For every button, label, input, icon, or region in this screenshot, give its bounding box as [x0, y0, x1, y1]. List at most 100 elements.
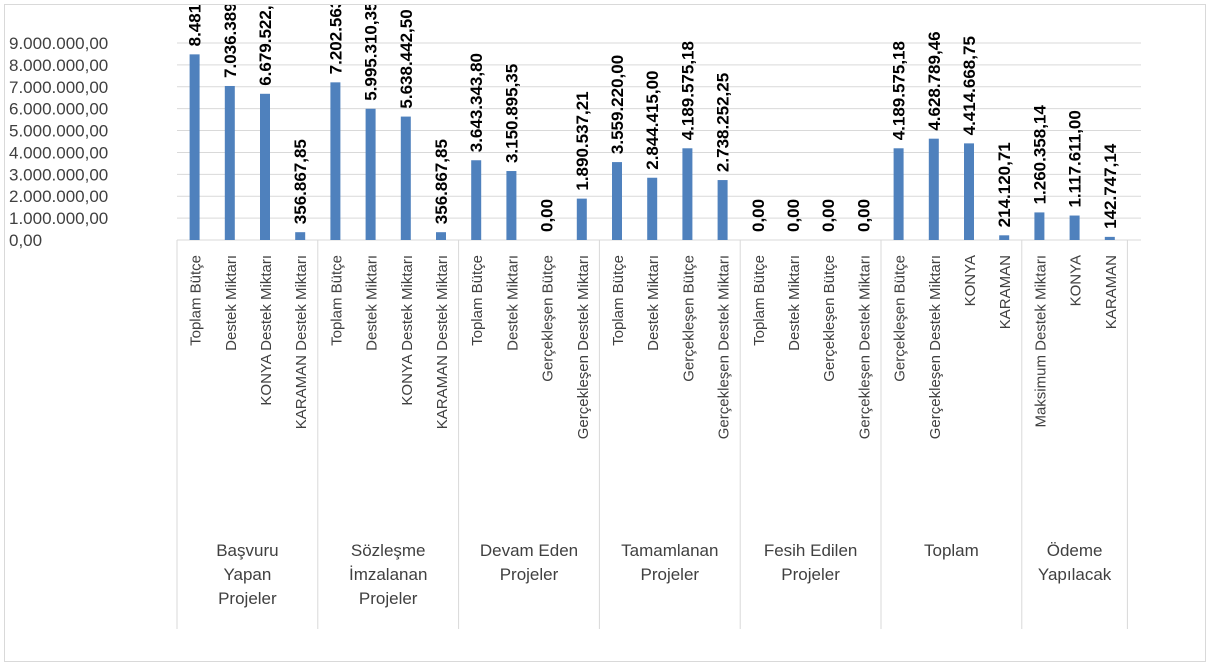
y-tick-label: 3.000.000,00 — [9, 165, 108, 184]
category-label: Toplam Bütçe — [610, 255, 627, 346]
data-label: 1.117.611,00 — [1066, 110, 1085, 207]
category-label: KARAMAN — [1103, 255, 1120, 329]
bar-3-3 — [717, 180, 728, 240]
group-label: Projeler — [781, 565, 840, 584]
data-label: 3.559.220,00 — [608, 55, 627, 154]
data-label: 2.738.252,25 — [714, 73, 733, 172]
group-label: Yapılacak — [1038, 565, 1112, 584]
group-label: Sözleşme — [351, 541, 426, 560]
category-label: Destek Miktarı — [786, 255, 803, 351]
group-label: Fesih Edilen — [764, 541, 858, 560]
data-label: 5.638.442,50 — [397, 9, 416, 108]
bar-1-3 — [436, 232, 446, 240]
data-label: 356.867,85 — [432, 139, 451, 224]
category-label: Toplam Bütçe — [328, 255, 345, 346]
bar-5-2 — [964, 143, 974, 240]
chart-area: 0,00 1.000.000,00 2.000.000,00 3.000.000,00… — [4, 4, 1206, 662]
category-label: Gerçekleşen Bütçe — [680, 255, 697, 382]
group-label: Projeler — [641, 565, 700, 584]
data-label: 1.260.358,14 — [1030, 105, 1049, 205]
data-label: 4.189.575,18 — [890, 41, 909, 140]
category-label: Gerçekleşen Destek Miktarı — [856, 255, 873, 439]
bar-5-1 — [928, 138, 939, 240]
y-tick-label: 4.000.000,00 — [9, 143, 108, 162]
data-label: 3.643.343,80 — [467, 53, 486, 152]
data-label: 1.890.537,21 — [573, 91, 592, 190]
category-label: Maksimum Destek Miktarı — [1032, 255, 1049, 428]
bar-0-1 — [224, 85, 235, 240]
data-label: 0,00 — [819, 199, 838, 232]
bar-6-0 — [1034, 212, 1045, 240]
category-label: KARAMAN Destek Miktarı — [434, 255, 451, 429]
data-label: 6.679.522,00 — [256, 5, 275, 86]
data-label: 142.747,14 — [1101, 143, 1120, 229]
bar-1-2 — [400, 116, 411, 240]
bar-6-2 — [1104, 236, 1115, 240]
y-tick-label: 2.000.000,00 — [9, 187, 108, 206]
category-label: Gerçekleşen Destek Miktarı — [575, 255, 592, 439]
group-label: Projeler — [359, 589, 418, 608]
category-label: Gerçekleşen Bütçe — [821, 255, 838, 382]
data-label: 4.628.789,46 — [925, 31, 944, 130]
data-label: 0,00 — [784, 199, 803, 232]
category-label: KONYA Destek Miktarı — [399, 255, 416, 406]
group-label: Başvuru — [216, 541, 278, 560]
data-label: 7.202.563,80 — [326, 5, 345, 74]
bar-0-2 — [260, 93, 270, 240]
category-label: Destek Miktarı — [645, 255, 662, 351]
group-label: Projeler — [500, 565, 559, 584]
category-label: Gerçekleşen Bütçe — [892, 255, 909, 382]
bar-2-0 — [471, 160, 482, 240]
bar-6-1 — [1069, 215, 1080, 240]
bar-3-0 — [612, 162, 622, 240]
bar-3-1 — [647, 177, 658, 240]
y-tick-label: 1.000.000,00 — [9, 209, 108, 228]
group-label: Devam Eden — [480, 541, 578, 560]
category-label: Gerçekleşen Bütçe — [540, 255, 557, 382]
group-label: Projeler — [218, 589, 277, 608]
data-label: 0,00 — [538, 199, 557, 232]
chart-canvas: 0,00 1.000.000,00 2.000.000,00 3.000.000,00… — [9, 5, 1141, 629]
data-label: 4.189.575,18 — [678, 41, 697, 140]
y-tick-label: 8.000.000,00 — [9, 56, 108, 75]
data-label: 8.481.008,80 — [186, 5, 205, 46]
data-label: 2.844.415,00 — [643, 70, 662, 169]
y-tick-label: 6.000.000,00 — [9, 100, 108, 119]
category-label: KARAMAN — [997, 255, 1014, 329]
data-label: 5.995.310,35 — [362, 5, 381, 101]
group-label: Yapan — [223, 565, 271, 584]
data-label: 4.414.668,75 — [960, 36, 979, 135]
bar-2-3 — [576, 198, 587, 240]
y-tick-label: 0,00 — [9, 231, 42, 250]
category-label: KONYA — [962, 255, 979, 306]
category-label: Toplam Bütçe — [751, 255, 768, 346]
category-label: Destek Miktarı — [223, 255, 240, 351]
y-tick-label: 9.000.000,00 — [9, 34, 108, 53]
data-label: 7.036.389,85 — [221, 5, 240, 78]
category-label: KARAMAN Destek Miktarı — [293, 255, 310, 429]
category-label: KONYA — [1068, 255, 1085, 306]
y-tick-label: 5.000.000,00 — [9, 122, 108, 141]
bar-3-2 — [682, 148, 693, 240]
y-tick-label: 7.000.000,00 — [9, 78, 108, 97]
category-label: Toplam Bütçe — [469, 255, 486, 346]
data-label: 0,00 — [749, 199, 768, 232]
category-label: Destek Miktarı — [364, 255, 381, 351]
data-label: 0,00 — [854, 199, 873, 232]
category-label: Toplam Bütçe — [188, 255, 205, 346]
data-label: 3.150.895,35 — [502, 64, 521, 163]
category-label: Gerçekleşen Destek Miktarı — [927, 255, 944, 439]
bar-1-0 — [330, 82, 341, 241]
group-label: İmzalanan — [349, 565, 427, 584]
category-label: KONYA Destek Miktarı — [258, 255, 275, 406]
category-label: Destek Miktarı — [504, 255, 521, 351]
bar-2-1 — [506, 171, 517, 240]
group-label: Toplam — [924, 541, 979, 560]
bar-5-0 — [893, 148, 904, 240]
category-label: Gerçekleşen Destek Miktarı — [716, 255, 733, 439]
bar-0-0 — [189, 54, 200, 241]
data-label: 356.867,85 — [291, 139, 310, 224]
group-label: Ödeme — [1047, 541, 1103, 560]
data-label: 214.120,71 — [995, 142, 1014, 227]
bar-1-1 — [365, 108, 376, 240]
